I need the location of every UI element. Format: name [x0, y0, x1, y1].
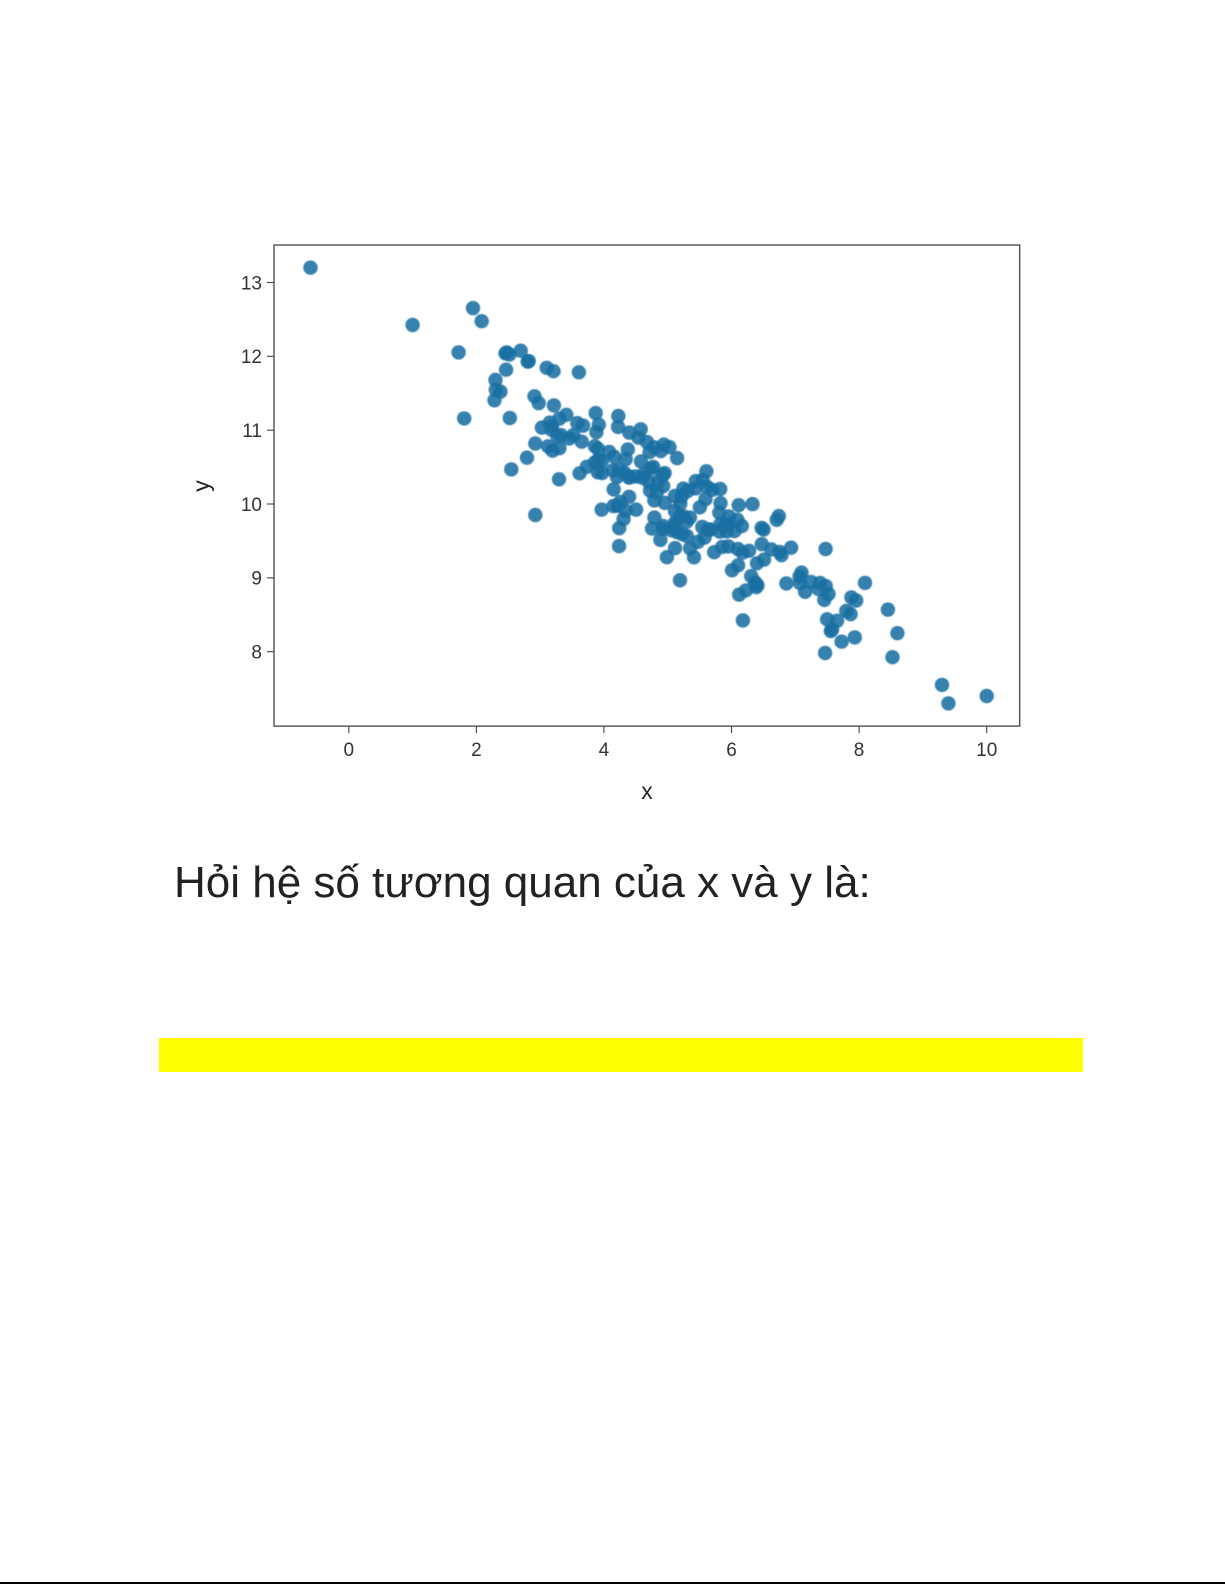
svg-text:2: 2 [471, 740, 482, 761]
svg-text:8: 8 [251, 642, 262, 663]
svg-text:10: 10 [976, 740, 997, 761]
svg-text:11: 11 [242, 421, 262, 442]
svg-text:0: 0 [343, 740, 354, 761]
svg-text:6: 6 [726, 740, 737, 761]
svg-text:x: x [641, 778, 653, 804]
svg-text:10: 10 [241, 494, 262, 515]
svg-text:9: 9 [251, 568, 262, 589]
svg-text:y: y [188, 479, 214, 491]
svg-text:4: 4 [598, 740, 609, 761]
svg-text:8: 8 [853, 740, 864, 761]
svg-text:12: 12 [241, 347, 262, 368]
svg-text:13: 13 [241, 273, 262, 294]
